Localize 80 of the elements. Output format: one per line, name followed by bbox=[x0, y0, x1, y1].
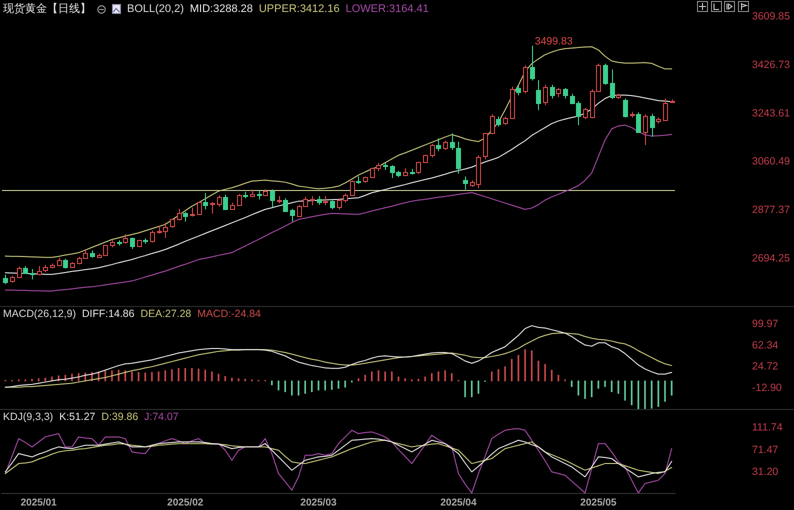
candlestick bbox=[150, 230, 155, 243]
candlestick bbox=[556, 87, 561, 98]
candlestick bbox=[183, 212, 188, 222]
candlestick bbox=[543, 84, 548, 106]
legend-title: BOLL(20,2) bbox=[127, 3, 184, 16]
series-label: J:74.07 bbox=[144, 411, 179, 424]
candlestick bbox=[450, 132, 455, 150]
candlestick bbox=[203, 192, 208, 210]
y-tick-label: 111.74 bbox=[752, 422, 783, 434]
x-tick-label: 2025/03 bbox=[300, 497, 338, 508]
text: MID:3288.28 bbox=[190, 3, 253, 16]
text: UPPER:3412.16 bbox=[258, 3, 340, 16]
y-tick-label: 3243.61 bbox=[752, 107, 790, 120]
text: DIFF:14.86 bbox=[82, 308, 134, 321]
x-tick-label: 2025/02 bbox=[167, 497, 204, 508]
x-tick-label: 2025/04 bbox=[440, 497, 477, 508]
y-tick-label: 2877.37 bbox=[752, 204, 790, 216]
candlestick bbox=[516, 85, 521, 96]
text: LOWER:3164.41 bbox=[346, 3, 429, 16]
chart-title: 现货黄金【日线】 bbox=[3, 3, 91, 16]
candlestick bbox=[63, 258, 68, 270]
candlestick bbox=[223, 194, 228, 211]
y-tick-label: 3426.73 bbox=[752, 58, 790, 71]
candlestick bbox=[177, 208, 182, 221]
y-tick-label: 3609.85 bbox=[752, 10, 790, 23]
candlestick bbox=[523, 65, 528, 94]
y-tick-label: 71.47 bbox=[752, 444, 778, 456]
candlestick bbox=[623, 98, 628, 118]
annotation: 3499.83 bbox=[534, 36, 573, 48]
candlestick bbox=[603, 63, 608, 86]
candlestick bbox=[643, 114, 648, 146]
text: MACD:-24.84 bbox=[197, 308, 261, 321]
candlestick bbox=[436, 138, 441, 152]
candlestick bbox=[257, 189, 262, 200]
candlestick bbox=[530, 45, 535, 82]
y-tick-label: 24.72 bbox=[752, 360, 778, 373]
candlestick bbox=[197, 200, 202, 216]
candlestick bbox=[217, 194, 222, 208]
x-tick-label: 2025/05 bbox=[580, 497, 617, 508]
y-tick-label: 62.34 bbox=[752, 339, 778, 352]
legend-title: KDJ(9,3,3) bbox=[3, 411, 54, 424]
candlestick bbox=[483, 132, 488, 160]
candlestick bbox=[283, 198, 288, 212]
candlestick bbox=[210, 201, 215, 214]
candlestick bbox=[170, 218, 175, 228]
candlestick bbox=[416, 161, 421, 174]
legend-title: MACD(26,12,9) bbox=[3, 308, 76, 321]
candlestick bbox=[636, 112, 641, 134]
candlestick bbox=[583, 107, 588, 120]
candlestick bbox=[456, 141, 461, 174]
candlestick bbox=[270, 188, 275, 208]
candlestick bbox=[237, 194, 242, 206]
candlestick bbox=[496, 116, 501, 127]
candlestick bbox=[650, 113, 655, 138]
candlestick bbox=[563, 87, 568, 99]
x-tick-label: 2025/01 bbox=[20, 497, 58, 508]
text: K:51.27 bbox=[59, 411, 96, 424]
y-tick-label: 31.20 bbox=[752, 466, 778, 478]
candlestick bbox=[123, 234, 128, 244]
text: D:39.86 bbox=[101, 411, 138, 424]
candlestick bbox=[290, 208, 295, 222]
y-tick-label: 3060.49 bbox=[752, 156, 790, 168]
candlestick bbox=[443, 140, 448, 150]
candlestick bbox=[663, 98, 668, 122]
candlestick bbox=[37, 266, 42, 276]
candlestick bbox=[310, 196, 315, 206]
text: DEA:27.28 bbox=[140, 308, 192, 321]
y-tick-label: -12.90 bbox=[752, 382, 782, 394]
candlestick bbox=[536, 80, 541, 111]
candlestick bbox=[610, 68, 615, 100]
candlestick bbox=[30, 268, 35, 280]
y-tick-label: 2694.25 bbox=[752, 252, 790, 264]
candlestick bbox=[3, 274, 8, 285]
candlestick bbox=[350, 180, 355, 196]
candlestick bbox=[550, 84, 555, 99]
candlestick bbox=[430, 143, 435, 158]
y-tick-label: 99.97 bbox=[752, 318, 778, 330]
candlestick bbox=[490, 114, 495, 135]
candlestick bbox=[130, 237, 135, 250]
candlestick bbox=[463, 176, 468, 190]
